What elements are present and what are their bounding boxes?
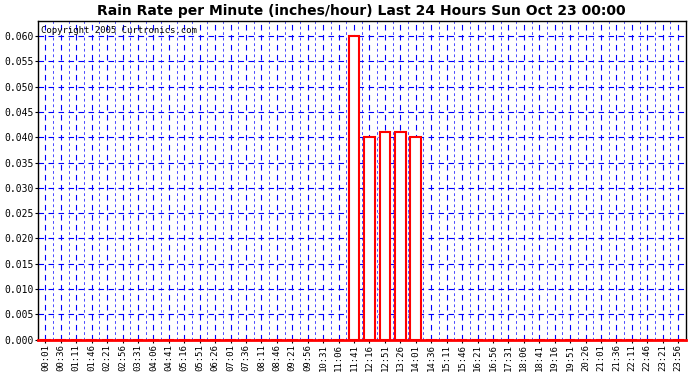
Bar — [348, 36, 359, 340]
Bar — [364, 137, 375, 340]
Bar — [411, 137, 421, 340]
Bar — [380, 132, 391, 340]
Text: Copyright 2005 Curtronics.com: Copyright 2005 Curtronics.com — [41, 26, 197, 34]
Bar — [395, 132, 406, 340]
Title: Rain Rate per Minute (inches/hour) Last 24 Hours Sun Oct 23 00:00: Rain Rate per Minute (inches/hour) Last … — [97, 4, 626, 18]
